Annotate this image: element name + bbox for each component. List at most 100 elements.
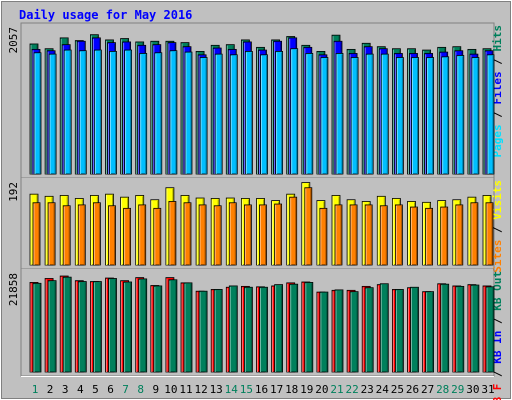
bar-pages-body xyxy=(426,57,435,175)
bar-pages xyxy=(260,54,268,175)
day-label: 6 xyxy=(107,383,114,396)
day-label: 24 xyxy=(376,383,390,396)
bar-sites-body xyxy=(259,204,267,266)
bar-kb-out xyxy=(410,286,419,373)
bar-sites-body xyxy=(47,202,56,266)
bar-pages xyxy=(124,49,132,175)
day-label: 30 xyxy=(466,383,479,396)
bar-sites-body xyxy=(440,206,449,266)
bar-sites-body xyxy=(77,204,86,266)
bar-kb-out-body xyxy=(274,284,284,373)
bar-pages-body xyxy=(124,49,132,175)
bar-pages-body xyxy=(335,53,344,175)
bar-kb-out-body xyxy=(485,286,495,373)
bar-sites xyxy=(379,205,388,266)
bar-kb-out-body xyxy=(183,282,193,373)
bar-sites-body xyxy=(108,205,116,266)
bar-sites-body xyxy=(153,207,162,266)
bar-sites xyxy=(153,207,162,266)
bar-kb-out xyxy=(62,276,72,373)
bar-pages xyxy=(109,51,117,175)
bar-pages-body xyxy=(350,57,359,175)
day-label: 3 xyxy=(62,383,69,396)
bar-sites xyxy=(62,205,71,266)
bar-pages xyxy=(395,57,404,175)
day-label: 21 xyxy=(330,383,343,396)
bar-sites xyxy=(289,196,298,266)
bar-sites xyxy=(470,202,479,266)
bar-kb-out-body xyxy=(364,287,374,373)
day-label: 20 xyxy=(315,383,328,396)
bar-pages xyxy=(471,57,480,175)
bar-kb-out-body xyxy=(32,282,42,373)
day-label: 12 xyxy=(194,383,207,396)
day-label: 7 xyxy=(122,383,129,396)
bar-pages xyxy=(365,53,374,175)
day-label: 23 xyxy=(361,383,374,396)
bar-kb-out xyxy=(289,283,299,373)
day-label: 9 xyxy=(152,383,159,396)
legend-entry: Visits xyxy=(491,180,504,220)
bar-sites xyxy=(334,204,343,266)
bar-pages-body xyxy=(275,51,284,175)
bar-pages-body xyxy=(486,54,495,175)
bar-pages-body xyxy=(199,57,208,175)
bar-pages-body xyxy=(456,55,465,175)
bar-kb-out xyxy=(274,284,284,373)
bar-pages xyxy=(184,51,193,175)
bar-pages-body xyxy=(380,53,389,175)
bar-pages-body xyxy=(320,57,329,175)
bar-pages-body xyxy=(471,57,480,175)
bar-sites xyxy=(198,204,207,266)
day-label: 18 xyxy=(285,383,298,396)
bar-kb-out-body xyxy=(319,291,329,373)
day-label: 4 xyxy=(77,383,84,396)
day-label: 14 xyxy=(225,383,239,396)
bar-kb-out xyxy=(198,290,208,373)
bar-sites-body xyxy=(379,205,388,266)
bar-pages xyxy=(456,55,465,175)
bar-kb-out-body xyxy=(379,283,389,373)
bar-kb-out xyxy=(123,281,132,373)
legend-entry: Hits xyxy=(491,25,504,52)
bar-pages-body xyxy=(244,51,253,175)
bar-sites-body xyxy=(470,202,479,266)
bar-pages xyxy=(335,53,344,175)
bar-sites-body xyxy=(183,202,192,266)
panel-max-label: 2057 xyxy=(7,27,20,54)
bar-sites xyxy=(410,206,418,266)
day-label: 15 xyxy=(240,383,253,396)
bar-sites-body xyxy=(425,207,434,266)
bar-pages xyxy=(94,49,102,175)
bar-sites xyxy=(108,205,116,266)
day-label: 10 xyxy=(164,383,177,396)
bar-pages-body xyxy=(94,49,102,175)
bar-sites xyxy=(364,204,373,266)
bar-kb-out-body xyxy=(93,281,102,373)
day-label: 16 xyxy=(255,383,268,396)
bar-kb-out xyxy=(440,283,450,373)
bar-sites xyxy=(138,204,147,266)
bar-pages xyxy=(139,53,148,175)
bar-kb-out xyxy=(47,280,57,373)
bar-pages xyxy=(229,54,238,175)
bar-sites xyxy=(304,187,313,266)
bar-sites xyxy=(32,202,41,266)
day-label: 31 xyxy=(481,383,494,396)
bar-kb-out-body xyxy=(138,278,148,373)
bar-kb-out-body xyxy=(440,283,450,373)
bar-sites xyxy=(319,207,328,266)
bar-sites-body xyxy=(228,202,237,266)
bar-pages-body xyxy=(395,57,404,175)
panel-max-label: 21858 xyxy=(7,273,20,306)
bar-kb-out xyxy=(470,284,480,373)
bar-kb-out xyxy=(379,283,389,373)
day-label: 28 xyxy=(436,383,449,396)
bar-sites-body xyxy=(319,207,328,266)
bar-pages xyxy=(63,49,72,175)
bar-kb-out-body xyxy=(455,285,465,373)
bar-kb-out xyxy=(319,291,329,373)
bar-kb-out xyxy=(138,278,148,373)
